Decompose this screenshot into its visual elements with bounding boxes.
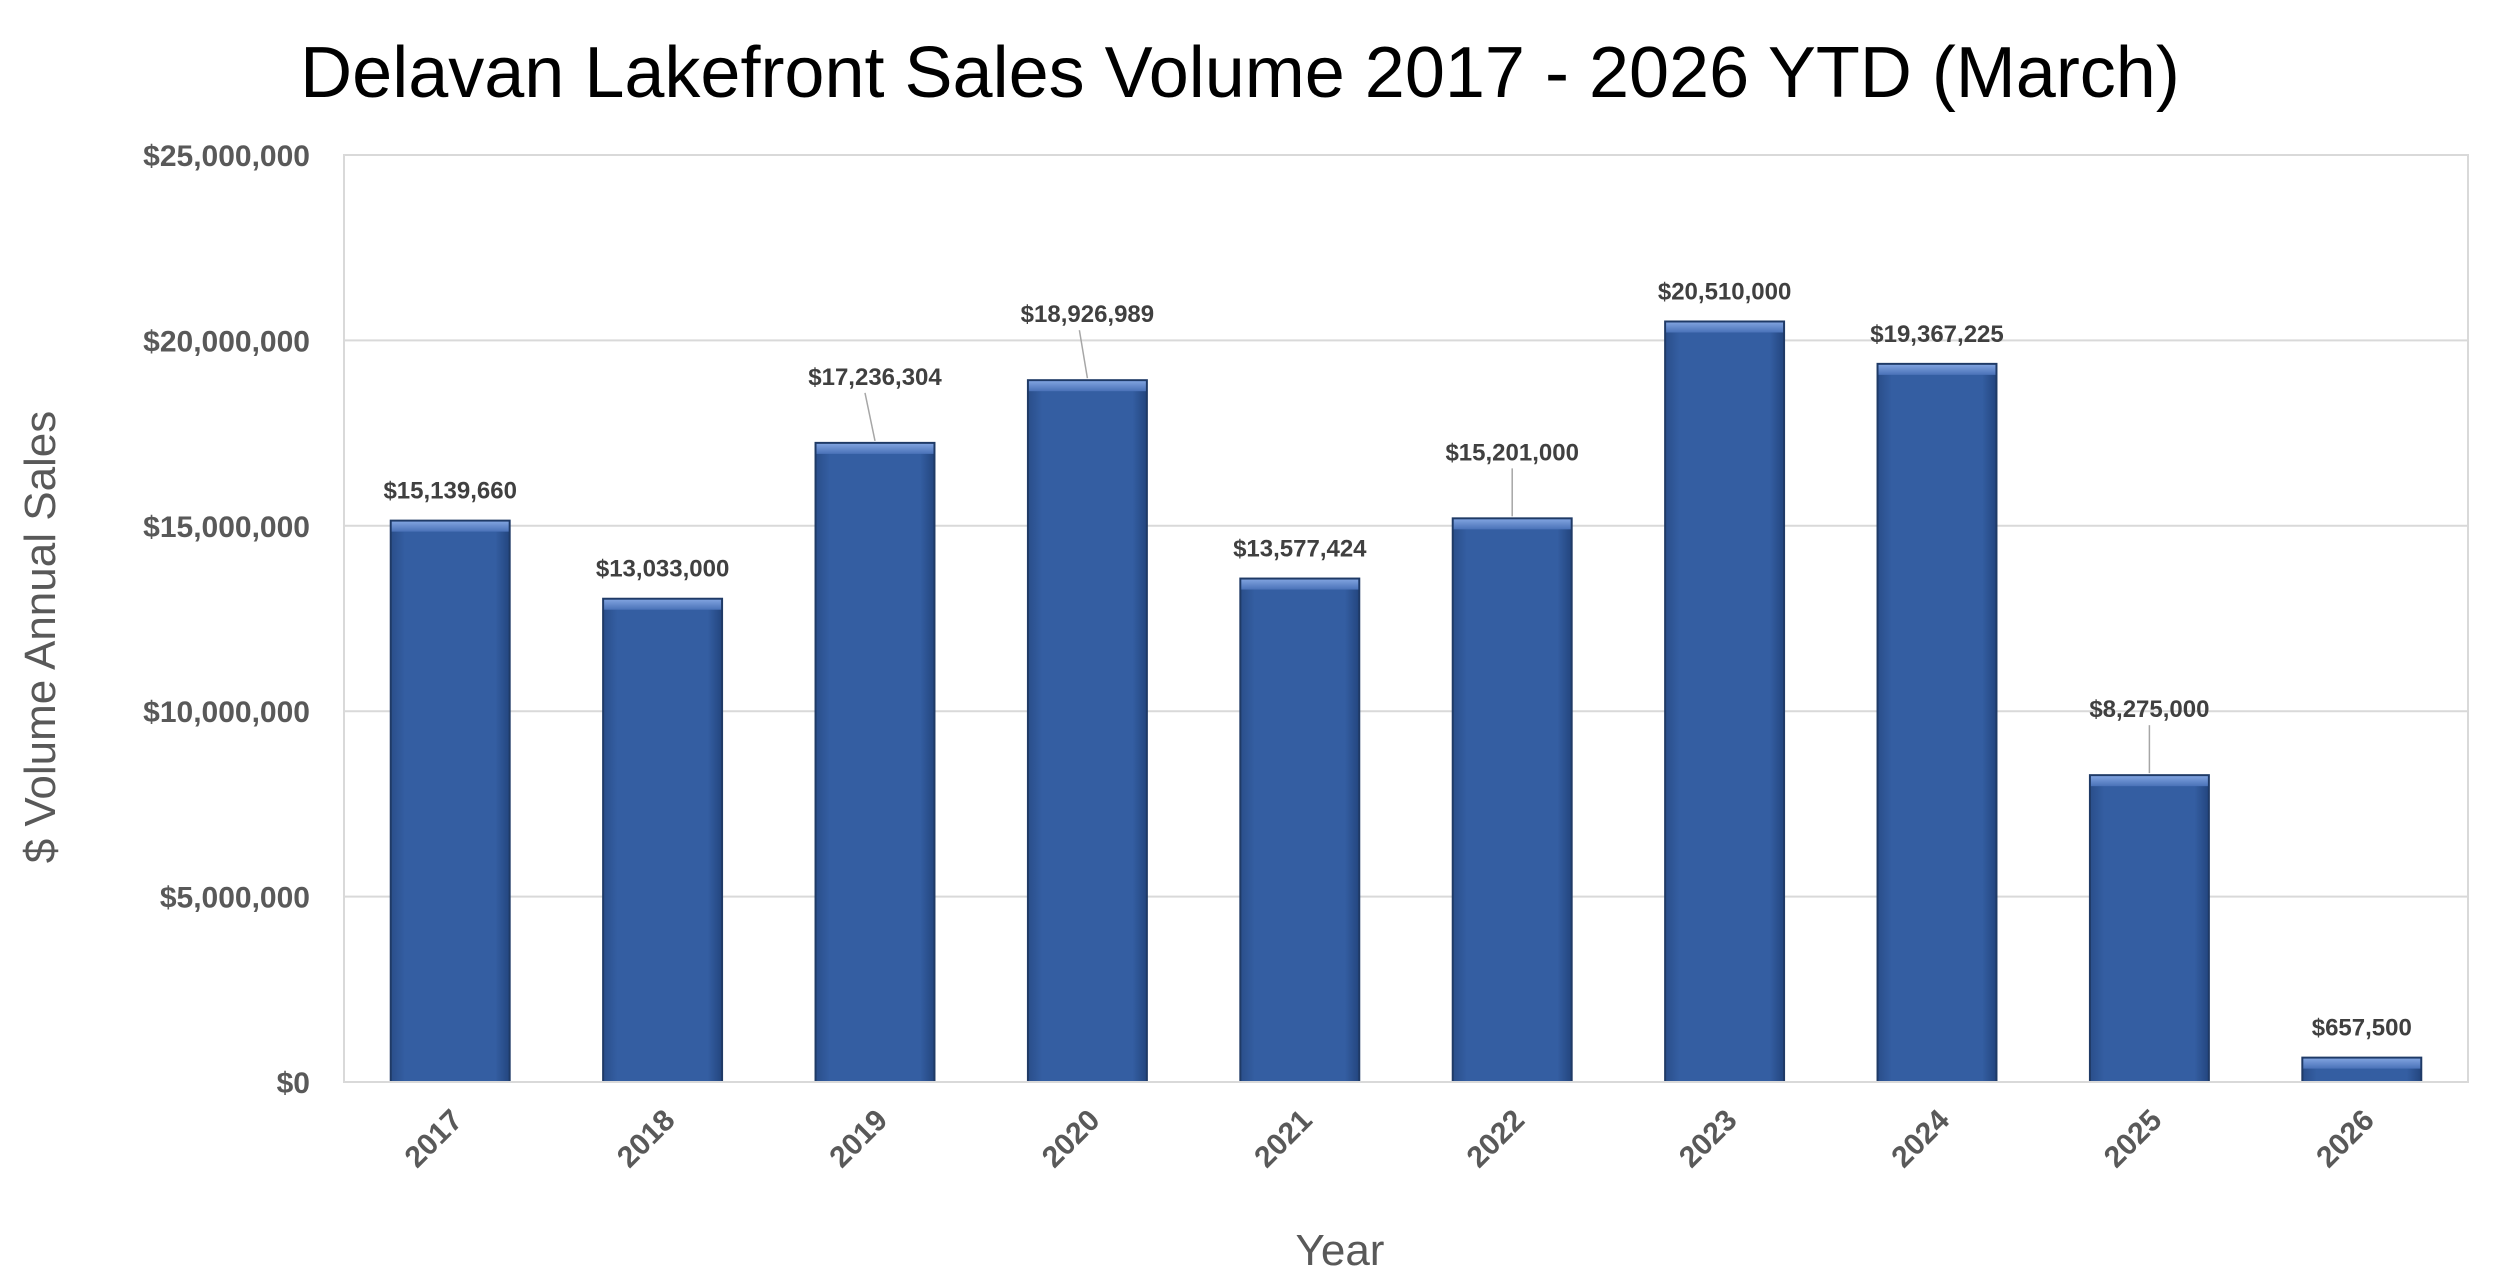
y-tick-label: $5,000,000 [160,882,310,915]
data-label: $8,275,000 [2089,696,2209,723]
x-tick-label: 2020 [1036,1104,1107,1175]
data-label: $20,510,000 [1658,278,1791,305]
data-label: $657,500 [2312,1015,2412,1042]
y-axis-title: $ Volume Annual Sales [16,411,65,864]
y-tick-label: $25,000,000 [143,140,310,173]
bar [2088,774,2210,1084]
x-tick-label: 2026 [2310,1104,2381,1175]
x-tick-label: 2017 [399,1104,470,1175]
chart-title: Delavan Lakefront Sales Volume 2017 - 20… [300,33,2180,113]
x-tick-label: 2018 [611,1104,682,1175]
data-label: $19,367,225 [1870,321,2003,348]
data-label: $13,033,000 [596,556,729,583]
y-tick-label: $0 [277,1067,310,1100]
bar [1239,577,1361,1083]
x-tick-label: 2023 [1673,1104,1744,1175]
bar-bevel [1241,579,1359,590]
bar-bevel [2303,1058,2421,1069]
bar [1026,379,1148,1083]
bar-bevel [2090,776,2208,787]
bar [389,519,511,1083]
x-tick-label: 2022 [1461,1104,1532,1175]
leader-line [1078,330,1089,379]
data-label: $13,577,424 [1233,536,1367,563]
x-tick-label: 2019 [823,1104,894,1175]
bar [602,597,724,1084]
bar-bevel [816,443,934,454]
bar-bevel [1028,381,1146,392]
x-tick-label: 2025 [2098,1104,2169,1175]
x-tick-label: 2021 [1248,1104,1319,1175]
bar [1876,362,1998,1084]
bar-bevel [391,521,509,532]
leader-line [864,392,876,442]
bar-bevel [1666,322,1784,333]
data-label: $17,236,304 [808,364,942,391]
bar [1664,320,1786,1083]
bar-bevel [604,599,722,610]
x-tick-label: 2024 [1885,1103,1956,1174]
y-tick-label: $20,000,000 [143,325,310,358]
y-tick-label: $15,000,000 [143,511,310,544]
y-tick-label: $10,000,000 [143,696,310,729]
data-label: $15,201,000 [1445,439,1578,466]
bar-bevel [1453,519,1571,530]
bar [814,441,936,1083]
x-axis-title: Year [1296,1226,1385,1275]
data-label: $15,139,660 [383,478,516,505]
bar-bevel [1878,364,1996,375]
plot-area [343,154,2469,1083]
data-label: $18,926,989 [1021,301,1154,328]
bar [1451,517,1573,1083]
